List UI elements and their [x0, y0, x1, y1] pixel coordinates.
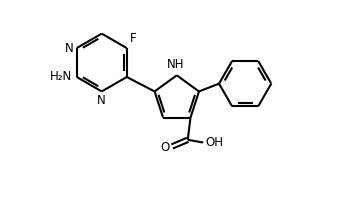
Text: H₂N: H₂N [50, 70, 72, 83]
Text: OH: OH [206, 136, 223, 149]
Text: O: O [161, 141, 170, 154]
Text: N: N [65, 42, 73, 55]
Text: NH: NH [167, 58, 184, 71]
Text: F: F [130, 32, 137, 45]
Text: N: N [97, 94, 106, 107]
